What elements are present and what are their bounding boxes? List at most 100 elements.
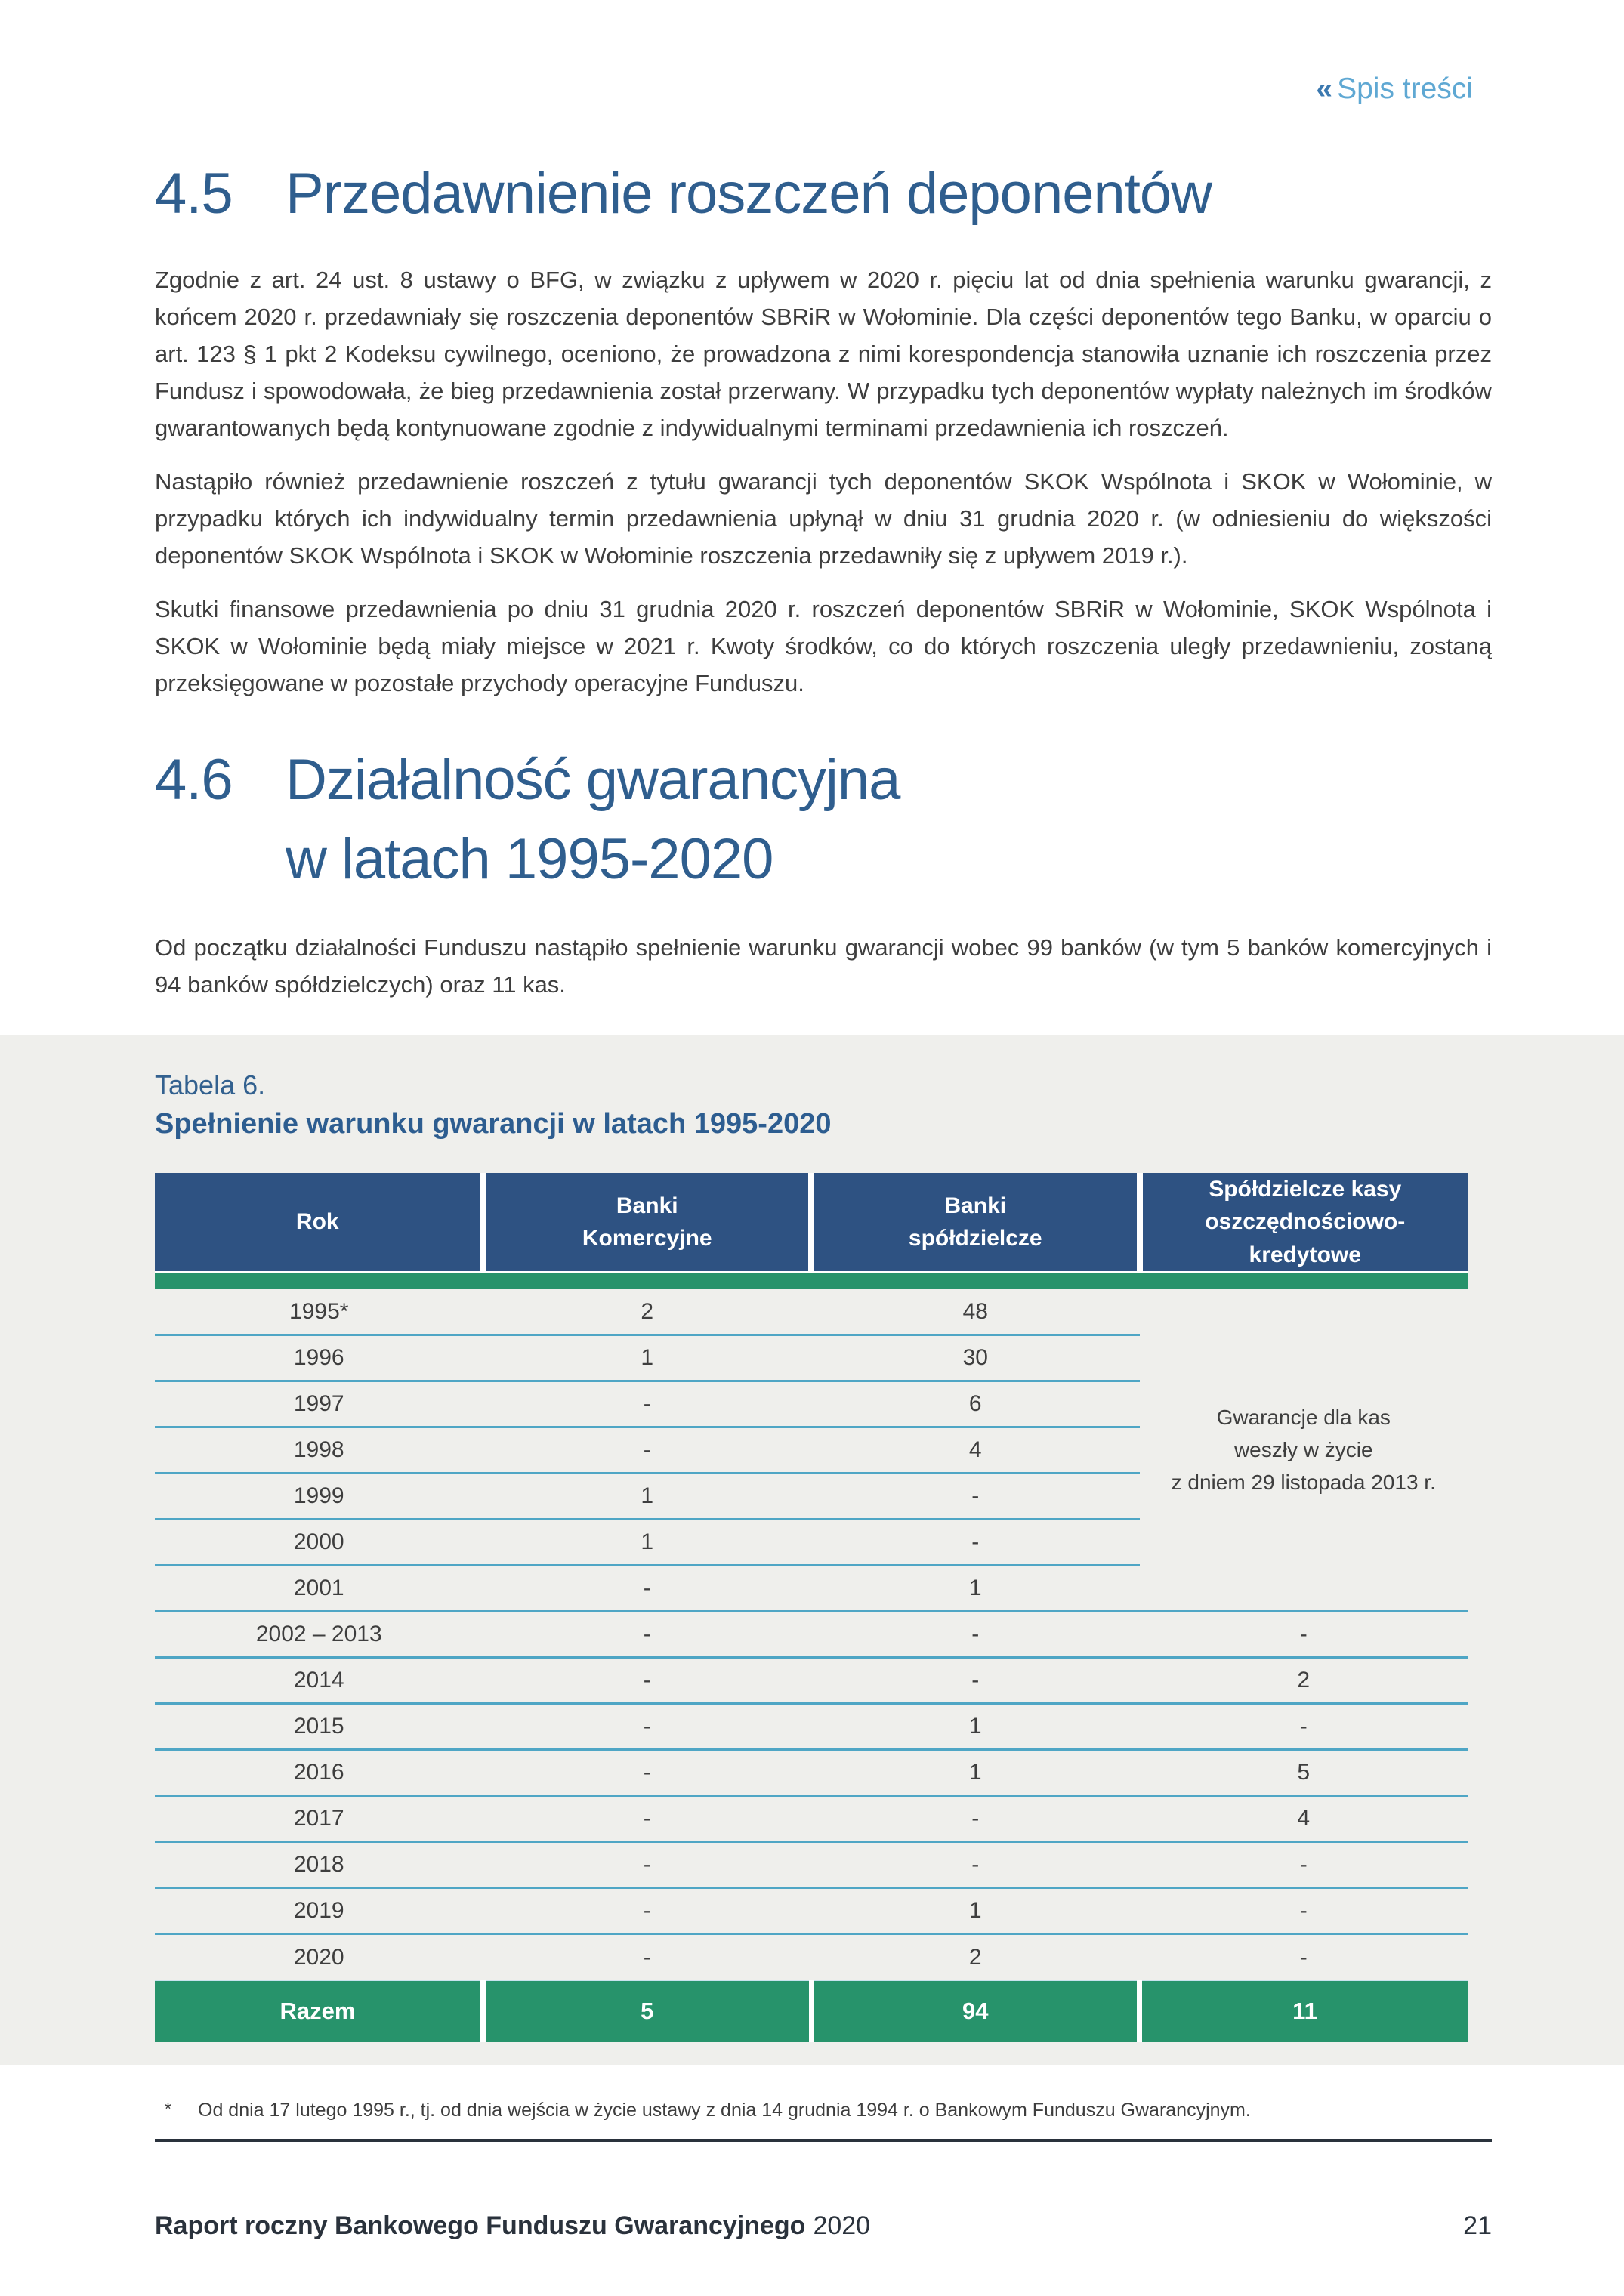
commercial-cell: - [483, 1565, 811, 1613]
table-title: Spełnienie warunku gwarancji w latach 19… [155, 1108, 832, 1140]
column-header: Banki Komercyjne [483, 1172, 814, 1273]
footer-title-bold: Raport roczny Bankowego Funduszu Gwaranc… [155, 2211, 806, 2240]
skok-cell: - [1139, 1611, 1468, 1659]
page-number: 21 [1463, 2211, 1492, 2240]
commercial-cell: 1 [483, 1519, 811, 1567]
skok-cell: 4 [1139, 1795, 1468, 1844]
total-skok-cell: 11 [1139, 1980, 1468, 2042]
year-cell: 1997 [155, 1381, 483, 1429]
paragraph-2: Nastąpiło również przedawnienie roszczeń… [155, 468, 1492, 569]
section-title-line-1: Działalność gwarancyjna [286, 747, 900, 812]
commercial-cell: - [483, 1749, 811, 1798]
skok-cell: 5 [1139, 1749, 1468, 1798]
commercial-cell: - [483, 1703, 811, 1751]
section-4-6-heading: 4.6 Działalność gwarancyjna w latach 199… [155, 741, 1492, 900]
table-row: 2020-2- [155, 1933, 1468, 1981]
column-header: Spółdzielcze kasy oszczędnościowo-kredyto… [1139, 1172, 1468, 1273]
year-cell: 2019 [155, 1887, 483, 1936]
table-body: 1995* 2 48 Gwarancje dla kas weszły w życie z… [155, 1288, 1468, 1981]
table-header-row: Rok Banki Komercyjne Banki spółdzielcze Spółd… [155, 1172, 1468, 1273]
table-label: Tabela 6. [155, 1069, 266, 1101]
column-header: Banki spółdzielcze [811, 1172, 1143, 1273]
table-head: Rok Banki Komercyjne Banki spółdzielcze Spółd… [155, 1172, 1468, 1273]
footnote: * Od dnia 17 lutego 1995 r., tj. od dnia… [0, 2097, 1624, 2125]
cooperative-cell: 4 [811, 1427, 1140, 1475]
green-strip [155, 1271, 1468, 1289]
year-cell: 2018 [155, 1841, 483, 1890]
cooperative-cell: 1 [811, 1749, 1140, 1798]
year-cell: 2015 [155, 1703, 483, 1751]
section-title: Przedawnienie roszczeń deponentów [286, 162, 1212, 226]
paragraph-3: Skutki finansowe przedawnienia po dniu 3… [155, 595, 1492, 696]
total-cooperative-cell: 94 [811, 1980, 1142, 2042]
year-cell: 2002 – 2013 [155, 1611, 483, 1659]
cooperative-cell: 6 [811, 1381, 1140, 1429]
table-panel-inner: Tabela 6. Spełnienie warunku gwarancji w… [0, 1068, 1624, 2042]
table-row: 2016-1 5 [155, 1749, 1468, 1798]
toc-link-label: Spis treści [1337, 73, 1473, 105]
footer-rule [155, 2139, 1492, 2142]
section-title: Działalność gwarancyjna w latach 1995-20… [286, 741, 1492, 900]
year-cell: 2001 [155, 1565, 483, 1613]
skok-cell: - [1139, 1933, 1468, 1981]
paragraph-1: Zgodnie z art. 24 ust. 8 ustawy o BFG, w… [155, 266, 1492, 441]
year-cell: 1996 [155, 1335, 483, 1383]
commercial-cell: 2 [483, 1288, 811, 1337]
table-row: 1995* 2 48 Gwarancje dla kas weszły w życie z… [155, 1288, 1468, 1613]
content-column: 4.5 Przedawnienie roszczeń deponentów Zg… [0, 160, 1624, 1003]
commercial-cell: - [483, 1427, 811, 1475]
table-row: 1999 1- [155, 1473, 1468, 1521]
column-header: Rok [155, 1172, 486, 1273]
cooperative-cell: 30 [811, 1335, 1140, 1383]
cooperative-cell: - [811, 1519, 1140, 1567]
section-number: 4.5 [155, 162, 233, 226]
total-commercial-cell: 5 [483, 1980, 814, 2042]
cooperative-cell: 1 [811, 1703, 1140, 1751]
year-cell: 2016 [155, 1749, 483, 1798]
commercial-cell: - [483, 1933, 811, 1981]
commercial-cell: - [483, 1381, 811, 1429]
cooperative-cell: - [811, 1841, 1140, 1890]
guarantee-table: Rok Banki Komercyjne Banki spółdzielcze Spółd… [155, 1172, 1468, 2042]
footer-title: Raport roczny Bankowego Funduszu Gwaranc… [155, 2211, 870, 2241]
cooperative-cell: - [811, 1795, 1140, 1844]
double-chevron-left-icon: « [1316, 73, 1333, 105]
year-cell: 2000 [155, 1519, 483, 1567]
table-row: 2018- - - [155, 1841, 1468, 1890]
skok-cell: 2 [1139, 1657, 1468, 1705]
cooperative-cell: 1 [811, 1565, 1140, 1613]
year-cell: 2014 [155, 1657, 483, 1705]
commercial-cell: - [483, 1887, 811, 1936]
green-strip-row [155, 1271, 1468, 1289]
table-panel: Tabela 6. Spełnienie warunku gwarancji w… [0, 1035, 1624, 2065]
commercial-cell: - [483, 1795, 811, 1844]
merged-note-cell: Gwarancje dla kas weszły w życie z dniem 2… [1139, 1288, 1468, 1613]
total-row: Razem 5 94 11 [155, 1980, 1468, 2042]
skok-cell: - [1139, 1703, 1468, 1751]
year-cell: 2017 [155, 1795, 483, 1844]
commercial-cell: 1 [483, 1335, 811, 1383]
section-number: 4.6 [155, 747, 233, 812]
commercial-cell: - [483, 1657, 811, 1705]
paragraph-4: Od początku działalności Funduszu nastąp… [155, 934, 1492, 998]
table-row: 2002 – 2013- - - [155, 1611, 1468, 1659]
year-cell: 1998 [155, 1427, 483, 1475]
cooperative-cell: - [811, 1657, 1140, 1705]
toc-link[interactable]: «Spis treści [1316, 74, 1473, 103]
commercial-cell: - [483, 1841, 811, 1890]
skok-cell: - [1139, 1841, 1468, 1890]
footnote-text: Od dnia 17 lutego 1995 r., tj. od dnia w… [198, 2099, 1251, 2121]
cooperative-cell: - [811, 1473, 1140, 1521]
year-cell: 2020 [155, 1933, 483, 1981]
section-4-5-heading: 4.5 Przedawnienie roszczeń deponentów [155, 160, 1492, 228]
table-row: 1996 1 30 [155, 1335, 1468, 1383]
year-cell: 1999 [155, 1473, 483, 1521]
table-row: 2017- -4 [155, 1795, 1468, 1844]
year-cell: 1995* [155, 1288, 483, 1337]
commercial-cell: - [483, 1611, 811, 1659]
table-row: 2015-1- [155, 1703, 1468, 1751]
table-row: 2019-1- [155, 1887, 1468, 1936]
table-row: 2000 1- [155, 1519, 1468, 1567]
commercial-cell: 1 [483, 1473, 811, 1521]
footnote-marker: * [165, 2098, 171, 2119]
